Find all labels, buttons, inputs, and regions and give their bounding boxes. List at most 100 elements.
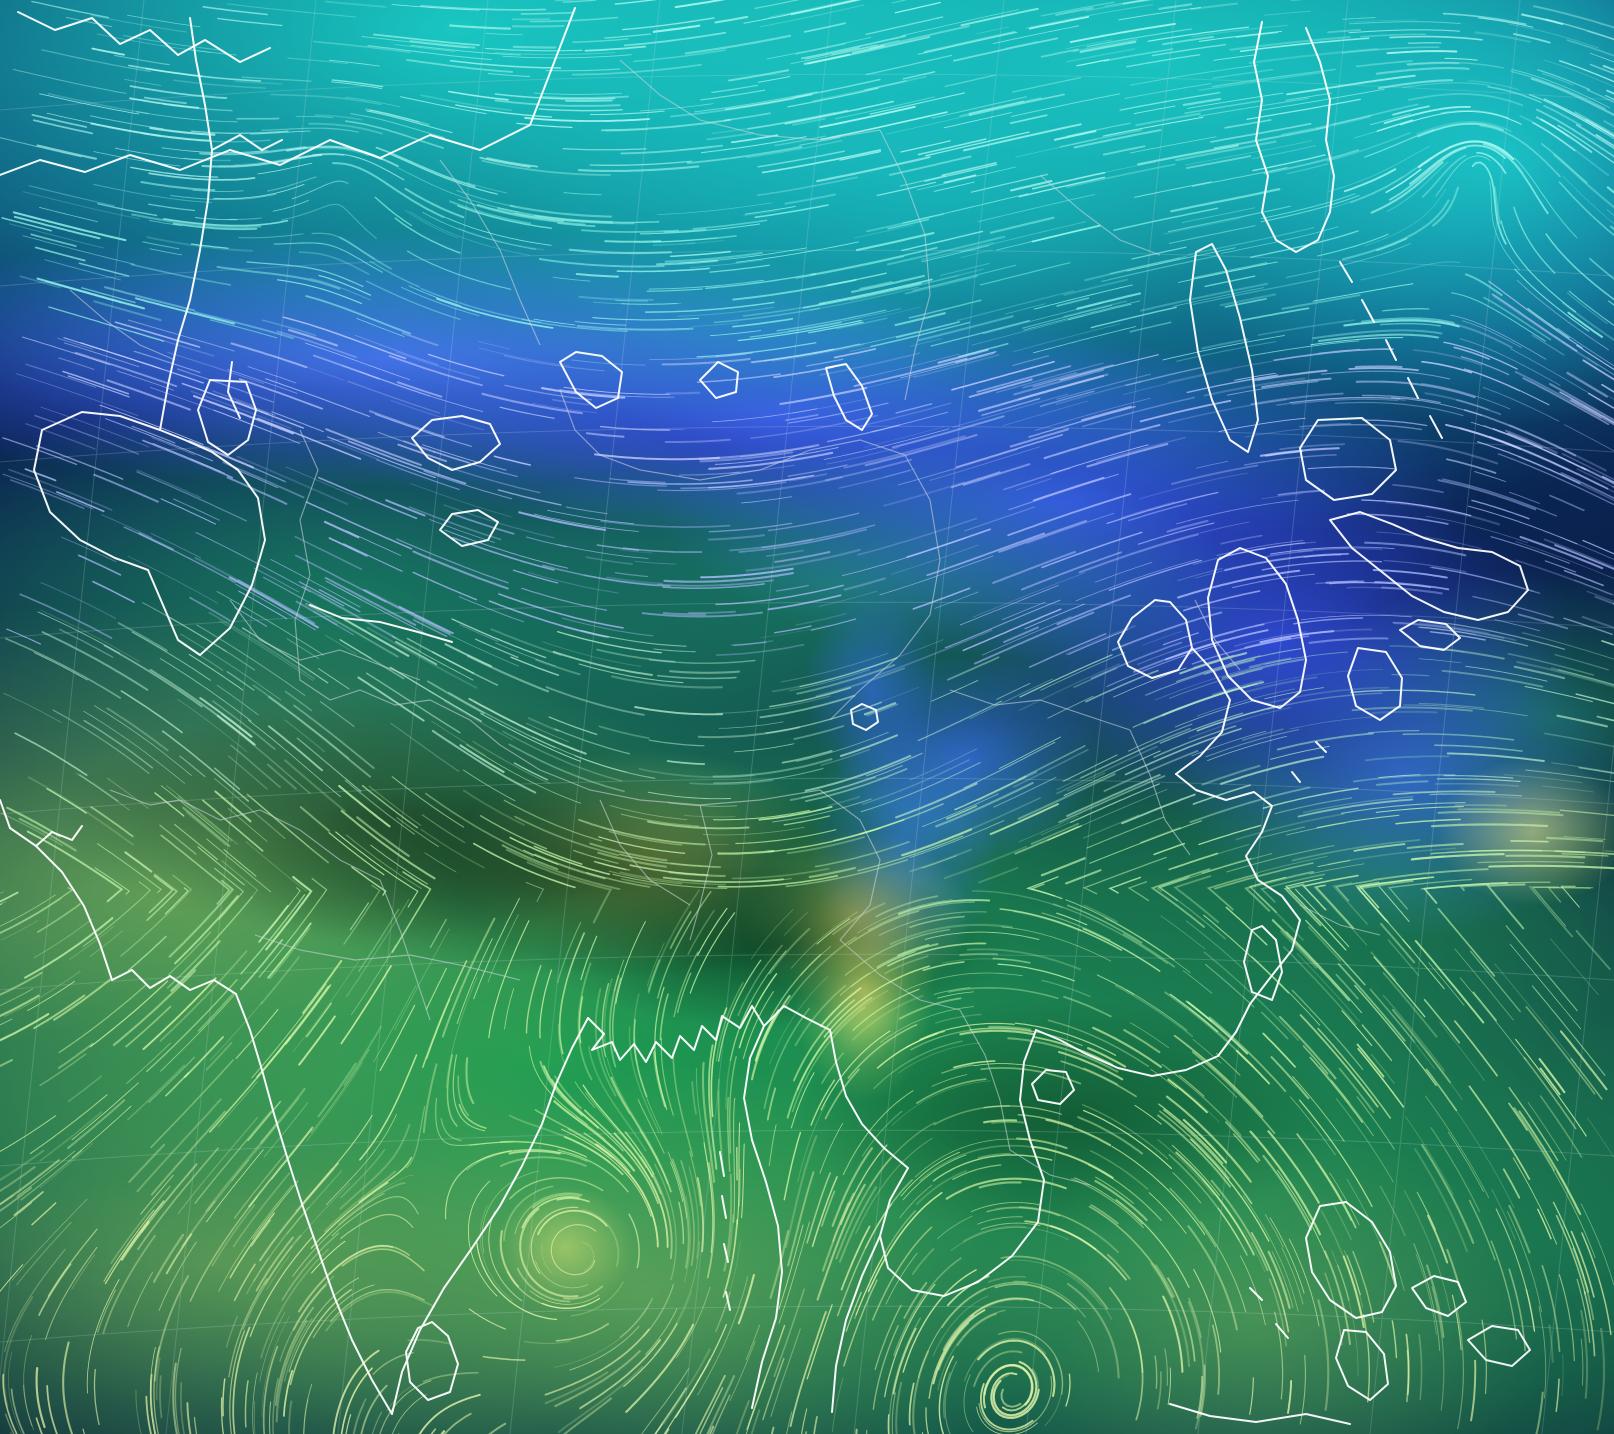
wind-streamline — [787, 87, 879, 108]
wind-streamline — [1077, 1116, 1144, 1155]
wind-streamline — [867, 901, 975, 931]
wind-streamline — [820, 1030, 891, 1111]
wind-streamline — [1003, 626, 1039, 643]
wind-streamline — [472, 842, 576, 889]
wind-streamline — [600, 1046, 631, 1115]
wind-streamline — [733, 641, 767, 647]
wind-streamline — [1439, 1022, 1486, 1082]
wind-streamline — [744, 205, 796, 215]
wind-streamline — [977, 194, 1095, 223]
wind-streamline — [676, 972, 692, 1014]
wind-streamline — [240, 939, 284, 991]
wind-streamline — [1525, 769, 1614, 783]
wind-streamline — [620, 878, 659, 887]
wind-streamline — [46, 1385, 58, 1434]
wind-streamline — [1493, 186, 1502, 225]
wind-streamline — [1406, 62, 1460, 66]
wind-streamline — [1085, 0, 1155, 12]
wind-streamline — [1264, 686, 1390, 705]
wind-streamline — [1015, 478, 1052, 491]
wind-streamline — [567, 1128, 612, 1158]
wind-streamline — [1211, 1324, 1221, 1395]
wind-streamline — [1299, 422, 1352, 428]
wind-streamline — [467, 1180, 498, 1297]
wind-streamline — [1262, 1154, 1312, 1231]
wind-streamline — [565, 506, 608, 515]
wind-streamline — [423, 470, 513, 500]
wind-streamline — [754, 1009, 780, 1062]
wind-streamline — [806, 1304, 833, 1380]
wind-streamline — [1074, 1177, 1143, 1225]
wind-streamline — [202, 799, 264, 852]
wind-streamline — [5, 637, 122, 699]
wind-streamline — [791, 397, 870, 414]
wind-streamline — [728, 1055, 737, 1154]
wind-streamline — [784, 1135, 818, 1249]
wind-streamline — [468, 1308, 506, 1330]
wind-streamline — [839, 972, 870, 996]
wind-streamline — [1383, 559, 1467, 573]
wind-streamline — [409, 210, 531, 256]
wind-streamline — [968, 93, 1065, 117]
wind-streamline — [325, 580, 433, 638]
wind-streamline — [226, 476, 288, 505]
wind-streamline — [93, 705, 192, 776]
wind-streamline — [786, 1411, 793, 1434]
wind-streamline — [583, 574, 658, 587]
wind-streamline — [1319, 1066, 1350, 1104]
wind-streamline — [1023, 300, 1141, 331]
wind-streamline — [1118, 7, 1201, 21]
wind-streamline — [585, 432, 625, 438]
wind-streamline — [987, 1275, 1026, 1283]
wind-streamline — [1507, 1211, 1542, 1313]
wind-streamline — [857, 517, 978, 556]
wind-streamline — [359, 371, 484, 413]
wind-streamline — [857, 835, 964, 872]
wind-streamline — [478, 340, 510, 350]
wind-streamline — [851, 44, 885, 54]
wind-streamline — [1570, 1058, 1603, 1100]
wind-streamline — [1103, 48, 1174, 62]
wind-streamline — [783, 936, 857, 1009]
wind-streamline — [1052, 903, 1168, 965]
wind-streamline — [358, 1156, 413, 1203]
wind-streamline — [758, 806, 833, 821]
wind-streamline — [165, 1233, 193, 1275]
wind-streamline — [1360, 261, 1461, 281]
wind-streamline — [1261, 560, 1383, 571]
wind-streamline — [1417, 122, 1504, 138]
wind-streamline — [792, 1006, 866, 1113]
wind-streamline — [406, 250, 512, 290]
wind-streamline — [899, 175, 946, 187]
wind-streamline — [1451, 292, 1546, 342]
wind-streamline — [1032, 326, 1137, 354]
wind-streamline — [931, 1074, 968, 1087]
wind-streamline — [1391, 1008, 1452, 1084]
wind-streamline — [1552, 461, 1614, 493]
wind-streamline — [945, 1177, 1067, 1200]
wind-streamline — [995, 362, 1104, 394]
wind-streamline — [19, 275, 61, 289]
wind-streamline — [485, 9, 1020, 36]
wind-streamline — [976, 1406, 1038, 1434]
wind-streamline — [851, 353, 960, 381]
wind-streamline — [62, 1341, 74, 1434]
wind-streamline — [1376, 237, 1408, 252]
wind-streamline — [117, 622, 168, 652]
wind-streamline — [418, 1393, 481, 1434]
wind-streamline — [818, 278, 933, 305]
wind-streamline — [488, 1422, 507, 1434]
wind-streamline — [1528, 94, 1614, 140]
wind-streamline — [1497, 453, 1614, 506]
wind-streamline — [305, 1002, 332, 1038]
wind-streamline — [1425, 1051, 1463, 1100]
wind-streamline — [325, 428, 422, 466]
wind-streamline — [1251, 956, 1321, 1026]
wind-streamline — [395, 351, 481, 379]
wind-streamline — [557, 222, 596, 227]
wind-streamline — [1086, 816, 1165, 849]
wind-streamline — [1092, 1026, 1162, 1068]
wind-streamline — [579, 1338, 662, 1410]
wind-streamline — [1139, 399, 1232, 423]
